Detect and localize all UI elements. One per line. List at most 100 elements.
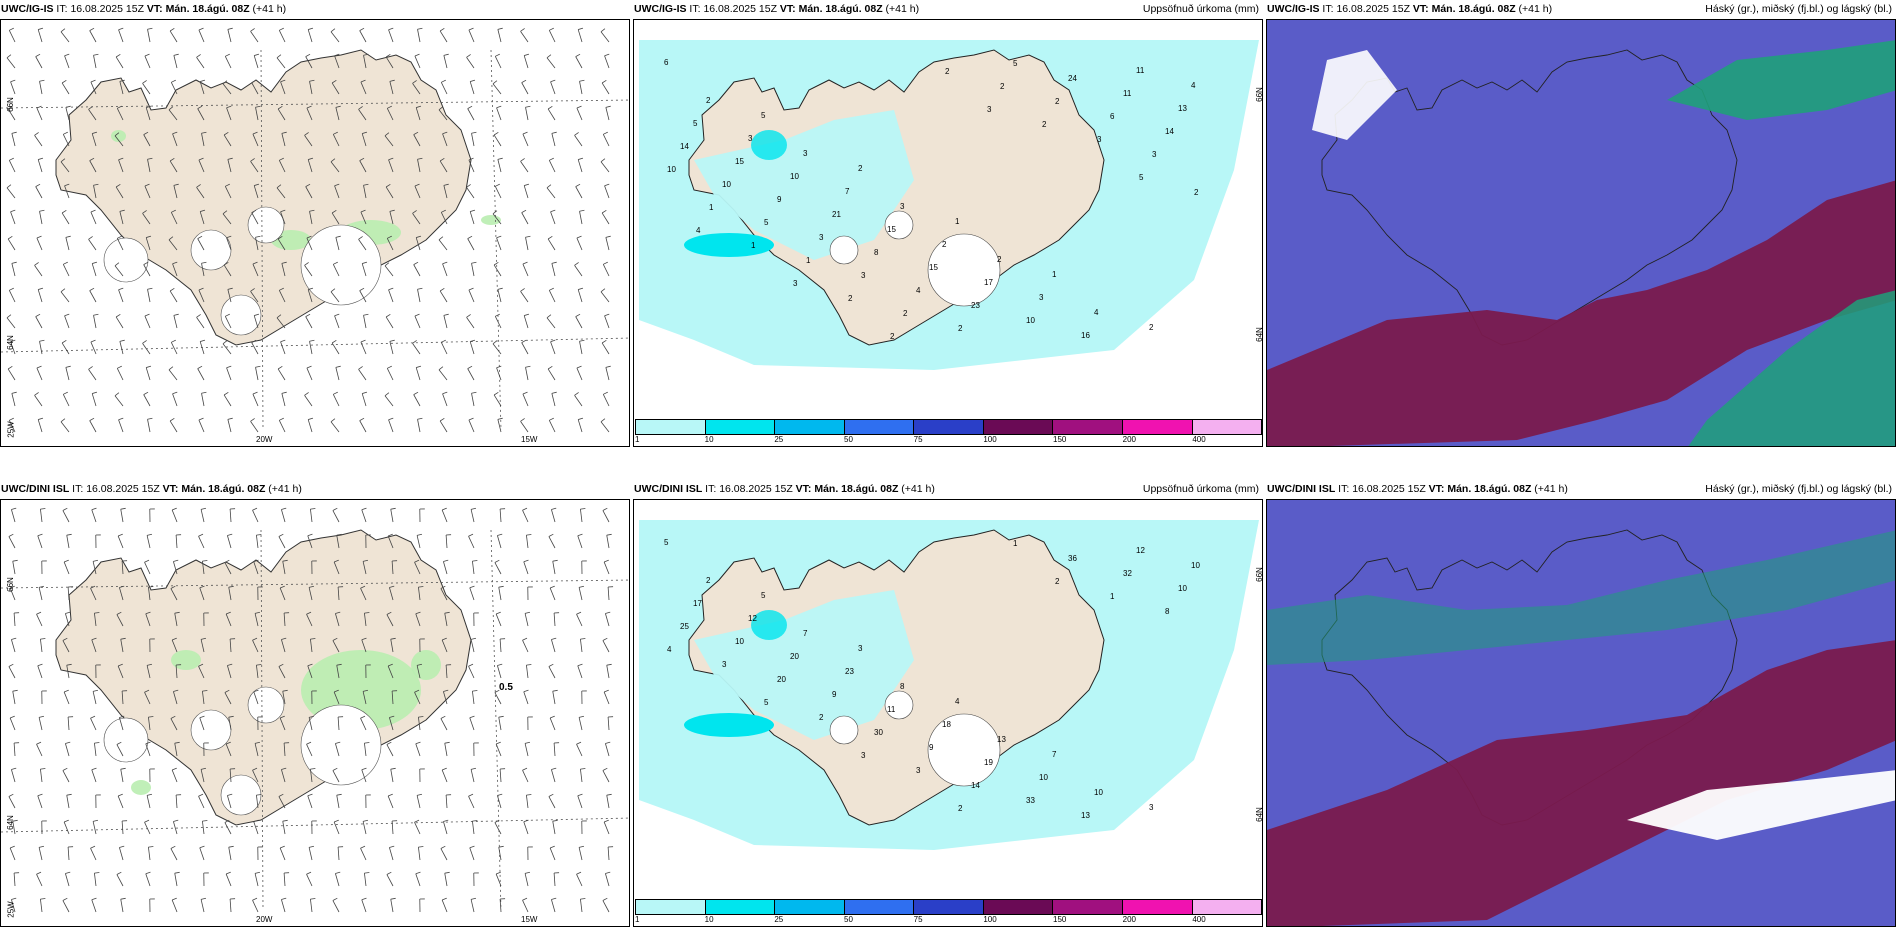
precip-value: 2: [706, 96, 711, 105]
precip-value: 11: [1123, 89, 1132, 98]
precip-value: 3: [861, 751, 866, 760]
vt-value: Mán. 18.ágú. 08Z: [181, 483, 266, 495]
panel-title: Uppsöfnuð úrkoma (mm): [1142, 3, 1259, 15]
precip-value: 20: [777, 675, 786, 684]
wind-map: [1, 20, 629, 446]
precip-value: 8: [874, 248, 879, 257]
colorbar-swatch: [983, 420, 1054, 434]
colorbar-ticks: 1 10 25 50 75 100 150 200 400: [635, 435, 1262, 445]
precip-value: 3: [861, 271, 866, 280]
precip-value: 3: [1149, 803, 1154, 812]
it-value: 16.08.2025 15Z: [86, 483, 160, 495]
lat-label: 66N: [1254, 567, 1263, 582]
model-name: UWC/IG-IS: [1, 3, 54, 15]
lat-label: 25W: [6, 421, 16, 438]
precip-value: 12: [748, 614, 757, 623]
cloud-map: [1267, 20, 1895, 446]
colorbar-ticks: 1 10 25 50 75 100 150 200 400: [635, 915, 1262, 925]
colorbar-swatch: [705, 900, 776, 914]
lat-label: 64N: [5, 335, 15, 350]
precip-value: 4: [1094, 308, 1099, 317]
lat-label: 66N: [5, 577, 15, 592]
precip-value: 4: [696, 226, 701, 235]
map-frame[interactable]: 5 5 3 4 7 3 2 7 8 13 10 10 12 23 18 10 12 17 20 11 19 13 10 10 9…: [633, 499, 1263, 927]
precip-value: 5: [761, 111, 766, 120]
precip-value: 19: [984, 758, 993, 767]
precip-value: 2: [942, 240, 947, 249]
precip-value: 14: [680, 142, 689, 151]
precip-value: 3: [748, 134, 753, 143]
colorbar-swatches: [635, 419, 1262, 435]
precip-value: 2: [1055, 97, 1060, 106]
precip-value: 5: [764, 218, 769, 227]
precip-value: 11: [887, 705, 896, 714]
colorbar-swatch: [1053, 900, 1123, 914]
lat-label: 64N: [5, 815, 15, 830]
precip-value: 30: [874, 728, 883, 737]
map-frame[interactable]: [1266, 19, 1896, 447]
panel-header: UWC/IG-IS IT: 16.08.2025 15Z VT: Mán. 18…: [1, 3, 629, 17]
cloud-map: [1267, 500, 1895, 926]
precip-value: 2: [848, 294, 853, 303]
precip-map: 5534732781310101223181012172011191310109…: [634, 500, 1262, 926]
precip-value: 10: [1039, 773, 1048, 782]
colorbar-tick: 200: [1122, 435, 1137, 444]
precip-value: 1: [709, 203, 714, 212]
precip-value: 9: [777, 195, 782, 204]
precip-value: 3: [819, 233, 824, 242]
precip-value: 18: [942, 720, 951, 729]
lat-label: 64N: [1254, 807, 1263, 822]
panel-header: UWC/IG-IS IT: 16.08.2025 15Z VT: Mán. 18…: [634, 3, 1262, 17]
colorbar-swatch: [1192, 420, 1262, 434]
map-frame[interactable]: 20W 15W 66N 64N 25W: [0, 19, 630, 447]
precip-value: 2: [958, 324, 963, 333]
vt-label: VT:: [1428, 483, 1445, 495]
it-label: IT:: [1338, 483, 1350, 495]
precip-value: 3: [987, 105, 992, 114]
it-value: 16.08.2025 15Z: [703, 3, 777, 15]
precip-value: 2: [1149, 323, 1154, 332]
map-frame[interactable]: [1266, 499, 1896, 927]
precip-value: 25: [680, 622, 689, 631]
vt-label: VT:: [162, 483, 179, 495]
vt-value: Mán. 18.ágú. 08Z: [798, 3, 883, 15]
precip-value: 5: [764, 698, 769, 707]
colorbar-tick: 25: [774, 915, 784, 924]
precip-value: 5: [1139, 173, 1144, 182]
precip-value: 5: [1013, 59, 1018, 68]
precip-value: 13: [997, 735, 1006, 744]
lead-time: (+41 h): [252, 3, 287, 15]
precip-value: 15: [887, 225, 896, 234]
lon-label: 20W: [256, 915, 273, 924]
precip-value: 3: [916, 766, 921, 775]
map-frame[interactable]: 20W 15W 66N 64N 25W 0.5: [0, 499, 630, 927]
precip-value: 2: [1000, 82, 1005, 91]
precip-value: 3: [900, 202, 905, 211]
it-label: IT:: [56, 3, 68, 15]
it-label: IT:: [705, 483, 717, 495]
precip-value: 2: [1055, 577, 1060, 586]
precip-value: 1: [1013, 539, 1018, 548]
it-value: 16.08.2025 15Z: [1352, 483, 1426, 495]
lead-time: (+41 h): [885, 3, 920, 15]
precip-value: 10: [1178, 584, 1187, 593]
colorbar-swatch: [844, 420, 915, 434]
colorbar-tick: 75: [913, 435, 923, 444]
panel-header: UWC/DINI ISL IT: 16.08.2025 15Z VT: Mán.…: [1267, 483, 1895, 497]
vt-label: VT:: [1412, 3, 1429, 15]
precip-value: 9: [832, 690, 837, 699]
precip-value: 36: [1068, 554, 1077, 563]
lat-label: 66N: [1254, 87, 1263, 102]
precip-value: 7: [845, 187, 850, 196]
precip-value: 1: [955, 217, 960, 226]
map-frame[interactable]: 6 5 2 1 1 2 2 3 3 2 4 4 3 7 2 3 11 5 10 15 17 16 13 15 21 15 10 11 1…: [633, 19, 1263, 447]
precip-value: 20: [790, 652, 799, 661]
colorbar-tick: 75: [913, 915, 923, 924]
precip-value: 2: [858, 164, 863, 173]
colorbar-tick: 25: [774, 435, 784, 444]
precip-value: 2: [819, 713, 824, 722]
vt-label: VT:: [779, 3, 796, 15]
precip-value: 23: [845, 667, 854, 676]
precip-map: 6521122332443723115101517161315211510111…: [634, 20, 1262, 446]
colorbar-swatches: [635, 899, 1262, 915]
